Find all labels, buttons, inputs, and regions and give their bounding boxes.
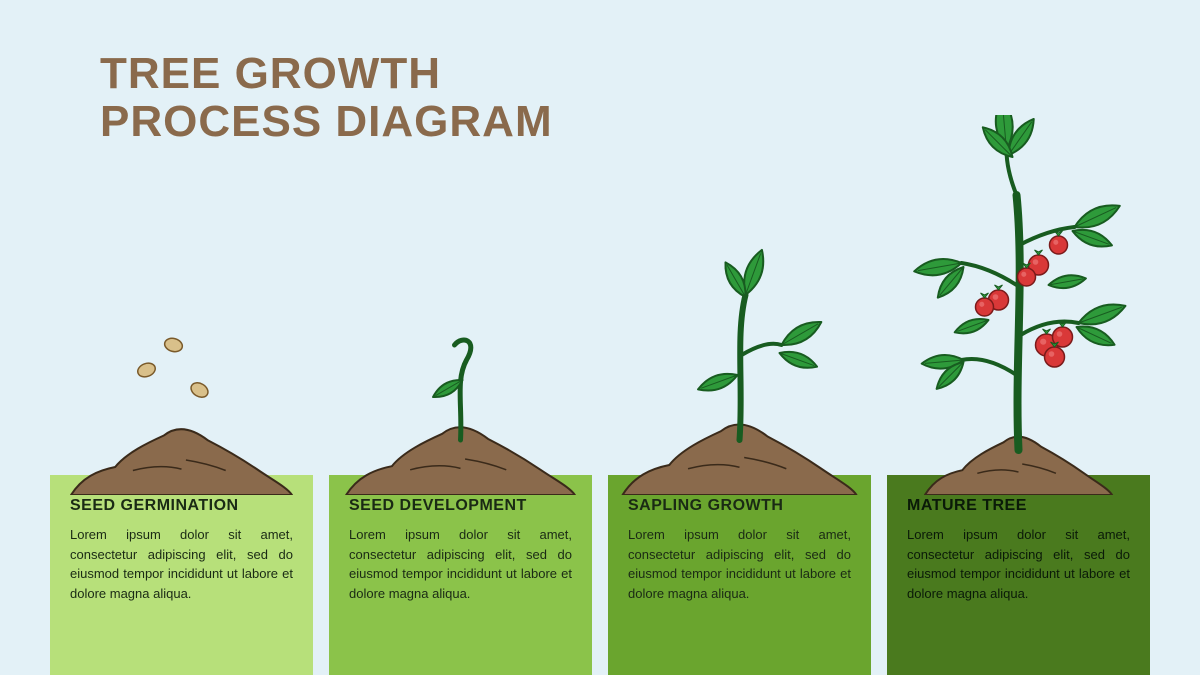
illustration-mature-tree (887, 115, 1150, 495)
card-description: Lorem ipsum dolor sit amet, consectetur … (907, 525, 1130, 603)
stages-row: SEED GERMINATION Lorem ipsum dolor sit am… (50, 115, 1150, 675)
stage-seed-germination: SEED GERMINATION Lorem ipsum dolor sit am… (50, 115, 313, 675)
illustration-sapling-growth (608, 115, 871, 495)
card-sapling-growth: SAPLING GROWTH Lorem ipsum dolor sit amet… (608, 475, 871, 675)
card-title: SEED GERMINATION (70, 497, 293, 515)
card-description: Lorem ipsum dolor sit amet, consectetur … (628, 525, 851, 603)
diagram-canvas: TREE GROWTH PROCESS DIAGRAM SEED GERMINA… (0, 0, 1200, 675)
illustration-seed-development (329, 115, 592, 495)
card-seed-germination: SEED GERMINATION Lorem ipsum dolor sit am… (50, 475, 313, 675)
stage-seed-development: SEED DEVELOPMENT Lorem ipsum dolor sit am… (329, 115, 592, 675)
card-description: Lorem ipsum dolor sit amet, consectetur … (349, 525, 572, 603)
stage-mature-tree: MATURE TREE Lorem ipsum dolor sit amet, c… (887, 115, 1150, 675)
card-mature-tree: MATURE TREE Lorem ipsum dolor sit amet, c… (887, 475, 1150, 675)
card-title: SEED DEVELOPMENT (349, 497, 572, 515)
title-line-1: TREE GROWTH (100, 50, 553, 98)
illustration-seed-germination (50, 115, 313, 495)
card-description: Lorem ipsum dolor sit amet, consectetur … (70, 525, 293, 603)
card-title: MATURE TREE (907, 497, 1130, 515)
card-title: SAPLING GROWTH (628, 497, 851, 515)
card-seed-development: SEED DEVELOPMENT Lorem ipsum dolor sit am… (329, 475, 592, 675)
stage-sapling-growth: SAPLING GROWTH Lorem ipsum dolor sit amet… (608, 115, 871, 675)
